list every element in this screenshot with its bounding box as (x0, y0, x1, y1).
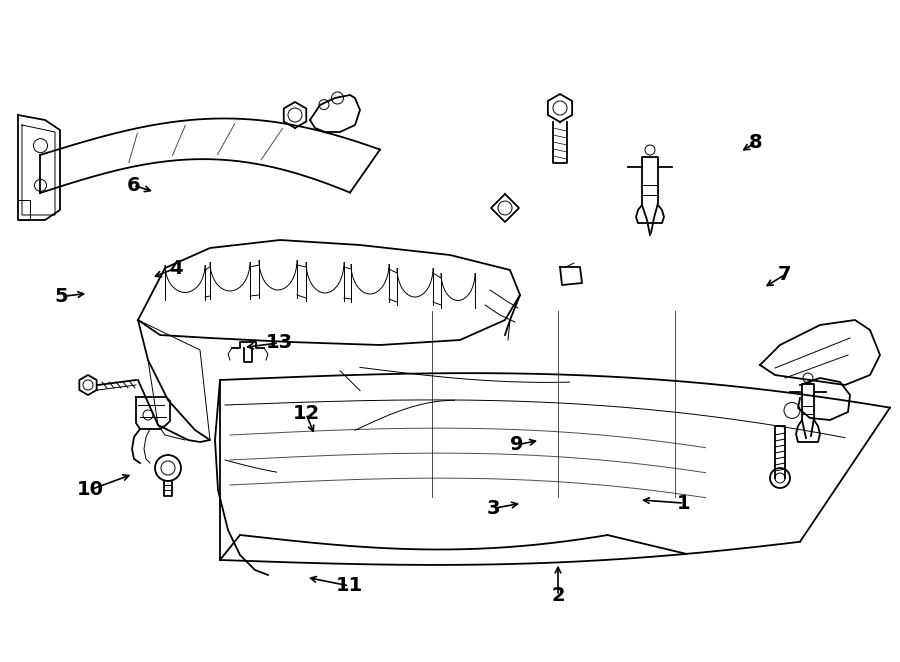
Text: 9: 9 (509, 436, 523, 454)
Text: 5: 5 (54, 287, 68, 306)
Text: 12: 12 (292, 404, 320, 423)
Text: 6: 6 (126, 176, 140, 195)
Text: 3: 3 (487, 499, 500, 518)
Text: 10: 10 (76, 481, 104, 499)
Text: 11: 11 (336, 577, 363, 595)
Text: 2: 2 (551, 587, 565, 605)
Text: 4: 4 (168, 259, 183, 277)
Text: 1: 1 (677, 494, 691, 512)
Text: 7: 7 (778, 265, 792, 284)
Text: 8: 8 (749, 133, 763, 152)
Text: 13: 13 (266, 334, 292, 352)
